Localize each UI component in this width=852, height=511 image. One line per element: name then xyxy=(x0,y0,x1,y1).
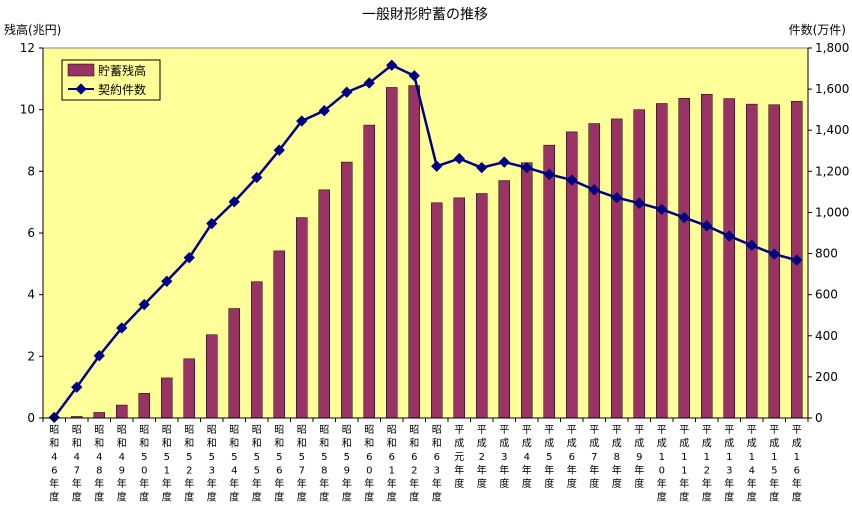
bar-11 xyxy=(296,218,307,418)
left-tick-label-3: 6 xyxy=(27,226,35,240)
bar-21 xyxy=(521,163,532,418)
bar-15 xyxy=(386,87,397,418)
bar-5 xyxy=(161,378,172,418)
right-tick-label-3: 600 xyxy=(815,288,838,302)
left-tick-label-5: 10 xyxy=(20,103,35,117)
legend-bar-swatch xyxy=(68,64,94,76)
bar-20 xyxy=(499,181,510,418)
bar-3 xyxy=(116,405,127,418)
x-tick-label-18: 平成元年度 xyxy=(454,425,464,490)
right-tick-label-6: 1,200 xyxy=(815,164,849,178)
left-tick-label-4: 8 xyxy=(27,164,35,178)
bar-7 xyxy=(206,335,217,418)
bar-25 xyxy=(611,119,622,418)
bar-32 xyxy=(769,105,780,418)
right-tick-label-9: 1,800 xyxy=(815,41,849,55)
bar-30 xyxy=(724,99,735,418)
bar-22 xyxy=(544,145,555,418)
bar-28 xyxy=(679,98,690,418)
legend-bar-label: 貯蓄残高 xyxy=(98,63,146,78)
plot-area xyxy=(43,48,808,418)
bar-31 xyxy=(746,104,757,418)
left-tick-label-2: 4 xyxy=(27,288,35,302)
left-axis-label: 残高(兆円) xyxy=(4,22,61,37)
right-tick-label-1: 200 xyxy=(815,370,838,384)
legend: 貯蓄残高 契約件数 xyxy=(62,60,160,100)
right-tick-label-7: 1,400 xyxy=(815,123,849,137)
bar-16 xyxy=(409,86,420,418)
bar-4 xyxy=(139,393,150,418)
bar-10 xyxy=(274,251,285,418)
chart-title: 一般財形貯蓄の推移 xyxy=(362,7,488,23)
legend-line-label: 契約件数 xyxy=(98,82,146,97)
bar-24 xyxy=(589,124,600,418)
left-tick-label-0: 0 xyxy=(27,411,35,425)
right-tick-label-8: 1,600 xyxy=(815,82,849,96)
bar-29 xyxy=(701,94,712,418)
bar-19 xyxy=(476,194,487,418)
left-tick-label-6: 12 xyxy=(20,41,35,55)
right-tick-label-0: 0 xyxy=(815,411,823,425)
left-tick-label-1: 2 xyxy=(27,349,35,363)
bar-2 xyxy=(94,412,105,418)
bar-27 xyxy=(656,104,667,419)
right-tick-label-4: 800 xyxy=(815,247,838,261)
right-tick-label-2: 400 xyxy=(815,329,838,343)
bar-6 xyxy=(184,359,195,418)
bar-14 xyxy=(364,125,375,418)
bar-12 xyxy=(319,190,330,418)
bar-9 xyxy=(251,282,262,418)
bar-26 xyxy=(634,110,645,418)
bar-17 xyxy=(431,203,442,418)
right-tick-label-5: 1,000 xyxy=(815,205,849,219)
bar-13 xyxy=(341,162,352,418)
bar-18 xyxy=(454,198,465,418)
bar-8 xyxy=(229,309,240,418)
right-axis-label: 件数(万件) xyxy=(789,22,846,37)
